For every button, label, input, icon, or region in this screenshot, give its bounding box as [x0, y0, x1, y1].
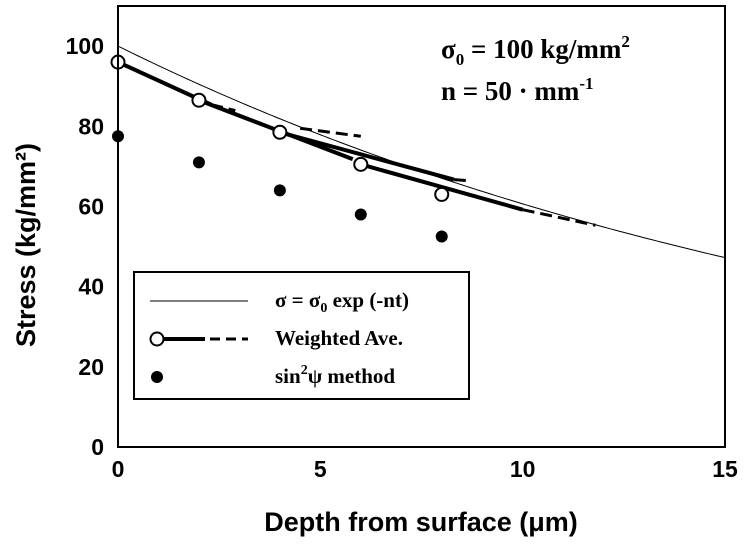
y-tick-label: 40	[78, 274, 104, 300]
sin2psi-point	[192, 156, 205, 169]
y-tick-label: 100	[66, 33, 104, 59]
x-tick-label: 15	[712, 456, 738, 482]
y-axis-title: Stress (kg/mm²)	[11, 143, 41, 347]
y-tick-label: 80	[78, 113, 104, 139]
exp-curve-line	[117, 45, 726, 259]
legend: σ = σ0 exp (-nt) Weighted Ave. sin2ψ met…	[133, 271, 470, 400]
svg-text:σ0 = 100 kg/mm2: σ0 = 100 kg/mm2	[441, 32, 630, 69]
annotation-n: n = 50 · mm-1	[441, 74, 594, 106]
tick-labels: 0 5 10 15 0 20 40 60 80 100	[66, 33, 738, 482]
legend-label-exp: σ = σ0 exp (-nt)	[275, 288, 409, 316]
legend-swatch-open-circle	[149, 331, 165, 347]
svg-text:n = 50 · mm-1: n = 50 · mm-1	[441, 74, 594, 106]
plot-frame	[117, 5, 726, 448]
x-tick-label: 10	[510, 456, 536, 482]
y-tick-label: 60	[78, 193, 104, 219]
weighted-ave-dashed-segment	[453, 178, 471, 183]
weighted-ave-solid-segment	[279, 130, 455, 182]
legend-label-sin2psi: sin2ψ method	[275, 363, 395, 388]
x-tick-label: 0	[112, 456, 125, 482]
annotation-sigma0: σ0 = 100 kg/mm2	[441, 32, 630, 69]
x-axis-title: Depth from surface (μm)	[264, 507, 578, 537]
weighted-ave-dashed-segment	[522, 208, 596, 227]
weighted-ave-point	[353, 156, 369, 172]
y-tick-label: 20	[78, 354, 104, 380]
legend-box	[133, 271, 470, 400]
curve-layer	[117, 45, 726, 259]
weighted-ave-point	[191, 92, 207, 108]
weighted-ave-dashed-segment	[299, 126, 361, 138]
legend-swatch-filled-circle	[151, 371, 163, 383]
x-tick-label: 5	[314, 456, 327, 482]
legend-label-weighted: Weighted Ave.	[275, 326, 403, 350]
sin2psi-point	[435, 230, 448, 243]
sin2psi-point	[354, 208, 367, 221]
marks-layer	[110, 54, 596, 243]
weighted-ave-point	[272, 124, 288, 140]
weighted-ave-point	[434, 186, 450, 202]
sin2psi-point	[273, 184, 286, 197]
y-tick-label: 0	[91, 434, 104, 460]
